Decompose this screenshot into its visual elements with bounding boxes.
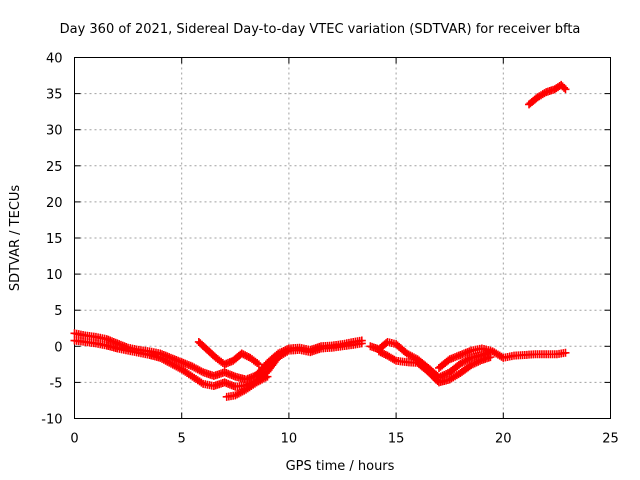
data-point	[253, 359, 262, 368]
x-tick-label: 25	[602, 432, 619, 447]
x-tick-label: 15	[388, 432, 405, 447]
data-point	[261, 373, 270, 382]
data-point	[197, 378, 206, 387]
data-point	[486, 346, 495, 355]
series-track-g	[434, 344, 495, 372]
y-tick-label: -10	[41, 413, 62, 428]
y-tick-label: 30	[46, 124, 63, 139]
data-point	[476, 356, 485, 365]
data-point	[357, 339, 366, 348]
y-tick-label: 25	[46, 160, 63, 175]
y-tick-label: 10	[46, 268, 63, 283]
data-point	[470, 359, 479, 368]
axis-ticks: 0 5 10 15 20 25 -10 -5 0 5 10 15 20 25 30 35 40	[41, 52, 619, 447]
data-point	[560, 83, 569, 92]
grid-lines	[74, 57, 611, 419]
series-track-d	[222, 372, 272, 401]
y-tick-label: 40	[46, 52, 63, 67]
series-track-f	[374, 347, 495, 387]
data-point	[468, 360, 477, 369]
y-tick-label: -5	[50, 376, 63, 391]
data-points	[70, 80, 570, 401]
data-point	[390, 355, 399, 364]
y-tick-label: 0	[54, 340, 62, 355]
x-tick-label: 5	[178, 432, 186, 447]
data-point	[197, 367, 206, 376]
data-point	[561, 348, 570, 357]
data-point	[561, 85, 570, 94]
series-track-c	[194, 337, 263, 369]
x-tick-label: 10	[281, 432, 298, 447]
data-point	[474, 357, 483, 366]
x-tick-label: 20	[495, 432, 512, 447]
data-point	[465, 354, 474, 363]
y-tick-label: 35	[46, 88, 63, 103]
x-axis-label: GPS time / hours	[286, 459, 395, 474]
data-point	[283, 347, 292, 356]
chart-title: Day 360 of 2021, Sidereal Day-to-day VTE…	[60, 22, 581, 37]
data-point	[467, 361, 476, 370]
x-tick-label: 0	[70, 432, 78, 447]
data-point	[472, 358, 481, 367]
data-point	[263, 372, 272, 381]
series-track-h	[525, 80, 570, 109]
y-tick-label: 20	[46, 196, 63, 211]
y-tick-label: 5	[54, 304, 62, 319]
y-axis-label: SDTVAR / TECUs	[8, 185, 23, 292]
y-tick-label: 15	[46, 232, 63, 247]
data-point	[254, 360, 263, 369]
